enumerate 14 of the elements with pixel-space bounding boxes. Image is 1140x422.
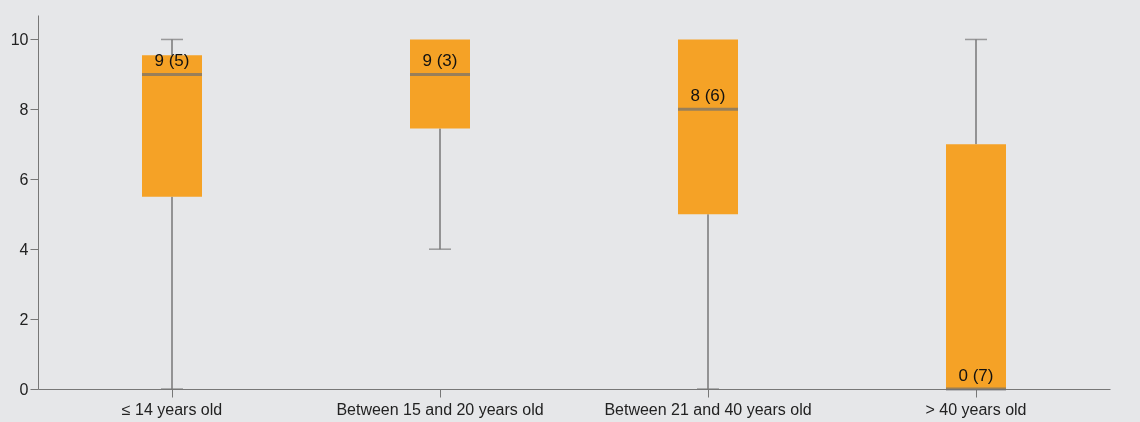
x-tick-label: Between 15 and 20 years old — [336, 400, 544, 418]
annotation: 8 (6) — [690, 86, 726, 106]
y-tick-label: 8 — [19, 100, 29, 118]
y-tick-label: 0 — [19, 380, 29, 398]
annotation: 0 (7) — [958, 366, 994, 385]
x-tick-label: Between 21 and 40 years old — [604, 400, 812, 418]
y-tick-label: 6 — [19, 170, 29, 188]
x-tick-label: ≤ 14 years old — [121, 400, 223, 418]
y-tick-label: 4 — [19, 240, 29, 258]
annotation: 9 (5) — [154, 51, 190, 71]
y-tick-label: 2 — [19, 310, 29, 328]
annotation: 9 (3) — [422, 51, 458, 71]
y-tick-label: 10 — [10, 30, 29, 48]
x-tick-label: > 40 years old — [925, 400, 1027, 418]
